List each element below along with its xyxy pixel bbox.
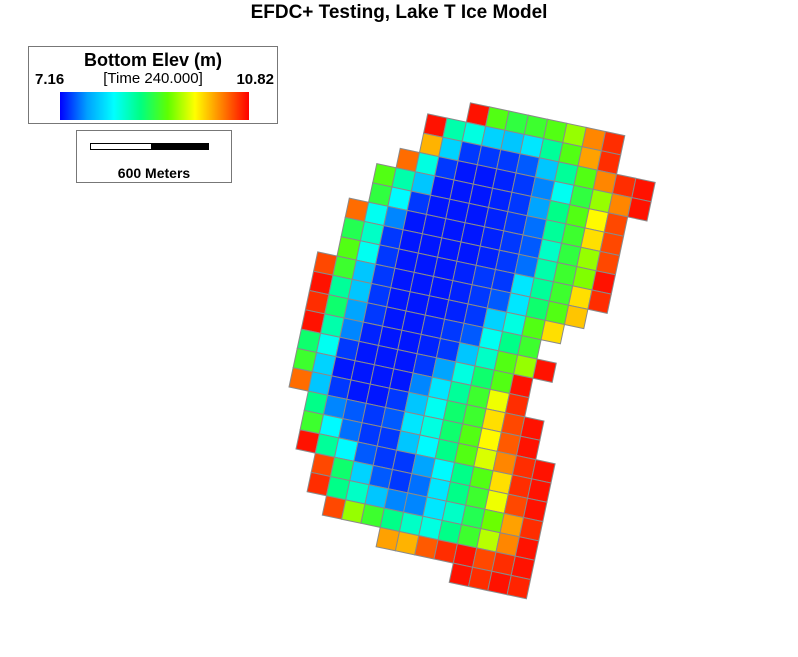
legend-max-label: 10.82 — [236, 71, 274, 88]
color-legend: Bottom Elev (m) 7.16 [Time 240.000] 10.8… — [28, 46, 278, 124]
legend-time-label: [Time 240.000] — [103, 70, 203, 87]
scale-bar: 600 Meters — [76, 130, 232, 183]
legend-color-ramp — [60, 92, 249, 120]
grid-cell — [540, 319, 566, 345]
grid-cell — [587, 289, 612, 314]
scale-bar-black-segment — [152, 143, 209, 150]
map-title: EFDC+ Testing, Lake T Ice Model — [250, 2, 548, 23]
scale-bar-label: 600 Meters — [117, 165, 191, 181]
grid-cell — [627, 197, 652, 222]
legend-title: Bottom Elev (m) — [83, 50, 222, 70]
grid-cell — [532, 358, 557, 383]
legend-min-label: 7.16 — [35, 71, 65, 88]
grid-cell — [563, 304, 589, 330]
grid-cell — [506, 574, 532, 600]
scale-bar-white-segment — [90, 143, 152, 150]
